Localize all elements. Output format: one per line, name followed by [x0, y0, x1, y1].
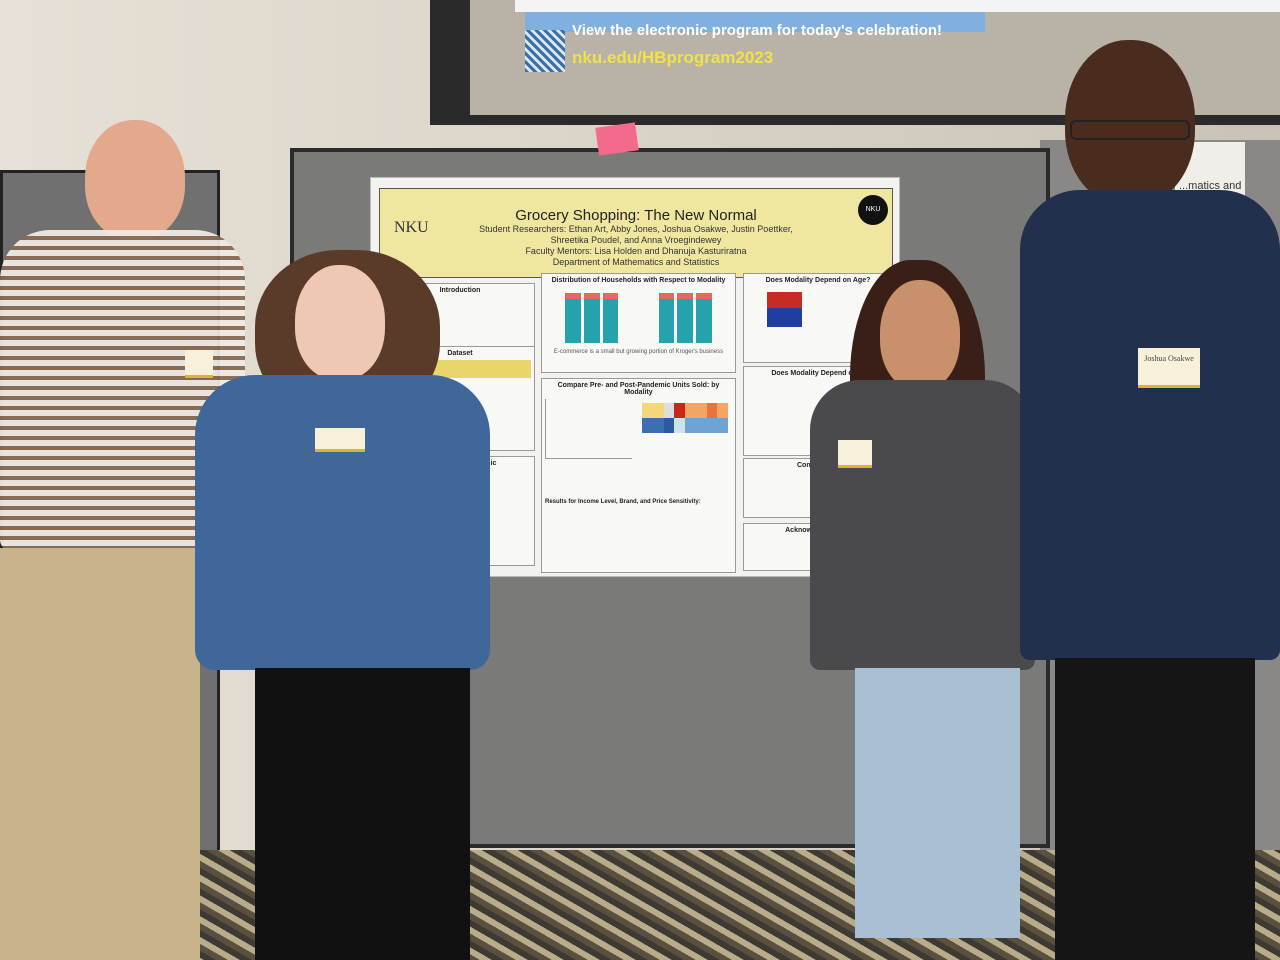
face: [1065, 40, 1195, 205]
qr-code-icon: [525, 30, 565, 72]
section-heading: Dataset: [447, 350, 473, 357]
gray-tshirt: [810, 380, 1035, 670]
poster-mentors: Faculty Mentors: Lisa Holden and Dhanuja…: [525, 246, 747, 256]
section-heading: Does Modality Depend on Age?: [765, 277, 871, 284]
screen-program-url: nku.edu/HBprogram2023: [572, 48, 774, 67]
results-heading: Results for Income Level, Brand, and Pri…: [545, 499, 701, 505]
black-pants: [1055, 658, 1255, 960]
nku-logo: NKU: [394, 219, 429, 236]
name-tag: [315, 428, 365, 452]
blue-blouse: [195, 375, 490, 670]
section-heading: Does Modality Depend on ...: [771, 370, 865, 377]
section-heading: Introduction: [439, 287, 481, 294]
poster-title: Grocery Shopping: The New Normal: [515, 207, 757, 224]
heat-map: [642, 403, 728, 433]
screen-slide-top: [515, 0, 1280, 12]
distribution-caption: E-commerce is a small but growing portio…: [553, 349, 724, 355]
face: [880, 280, 960, 390]
poster-header: Grocery Shopping: The New Normal Student…: [379, 188, 893, 278]
section-distribution: Distribution of Households with Respect …: [541, 273, 736, 373]
khaki-pants: [0, 548, 200, 960]
section-heading: Distribution of Households with Respect …: [551, 277, 726, 284]
jeans: [855, 668, 1020, 938]
black-pants: [255, 668, 470, 960]
person-navy-shirt: Joshua Osakwe: [1020, 40, 1280, 960]
section-compare: Compare Pre- and Post-Pandemic Units Sol…: [541, 378, 736, 573]
screen-program-text: View the electronic program for today's …: [572, 22, 943, 39]
nku-badge-logo: NKU: [858, 195, 888, 225]
glasses: [1070, 120, 1190, 140]
face: [85, 120, 185, 240]
mosaic-plot: [767, 292, 802, 327]
face: [295, 265, 385, 380]
distribution-chart-2: [658, 293, 713, 343]
screen-blue-band: [525, 12, 985, 32]
sticky-note: [595, 122, 639, 156]
volcano-plot: [545, 399, 632, 459]
name-tag-joshua: Joshua Osakwe: [1138, 348, 1200, 388]
person-blue-top: [195, 250, 495, 960]
section-heading: Compare Pre- and Post-Pandemic Units Sol…: [557, 382, 720, 396]
navy-shirt: [1020, 190, 1280, 660]
distribution-chart-1: [565, 293, 619, 343]
name-tag: [185, 350, 213, 378]
name-tag: [838, 440, 872, 468]
poster-department: Department of Mathematics and Statistics: [552, 257, 720, 267]
person-gray-tshirt: [810, 260, 1035, 960]
poster-researchers: Student Researchers: Ethan Art, Abby Jon…: [479, 224, 793, 245]
